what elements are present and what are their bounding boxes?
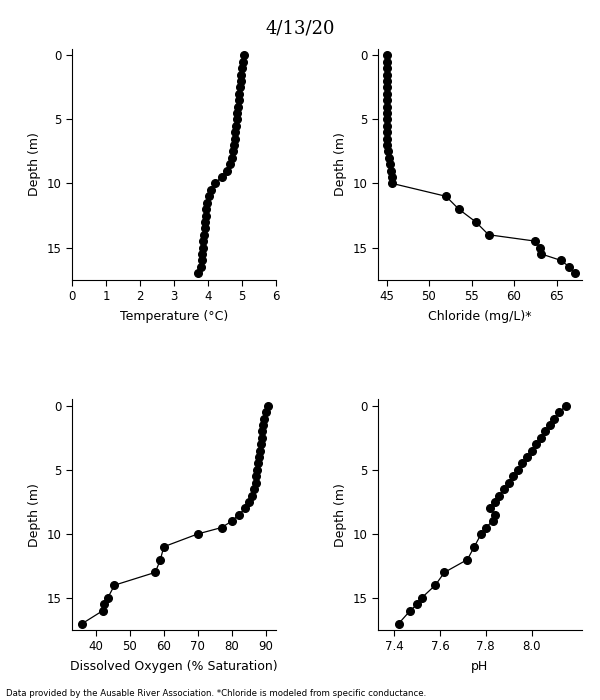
Text: 4/13/20: 4/13/20 xyxy=(265,20,335,38)
Y-axis label: Depth (m): Depth (m) xyxy=(334,483,347,547)
X-axis label: Dissolved Oxygen (% Saturation): Dissolved Oxygen (% Saturation) xyxy=(70,660,278,673)
X-axis label: Temperature (°C): Temperature (°C) xyxy=(120,310,228,323)
X-axis label: Chloride (mg/L)*: Chloride (mg/L)* xyxy=(428,310,532,323)
Y-axis label: Depth (m): Depth (m) xyxy=(28,132,41,196)
X-axis label: pH: pH xyxy=(472,660,488,673)
Text: Data provided by the Ausable River Association. *Chloride is modeled from specif: Data provided by the Ausable River Assoc… xyxy=(6,689,426,698)
Y-axis label: Depth (m): Depth (m) xyxy=(28,483,41,547)
Y-axis label: Depth (m): Depth (m) xyxy=(334,132,347,196)
